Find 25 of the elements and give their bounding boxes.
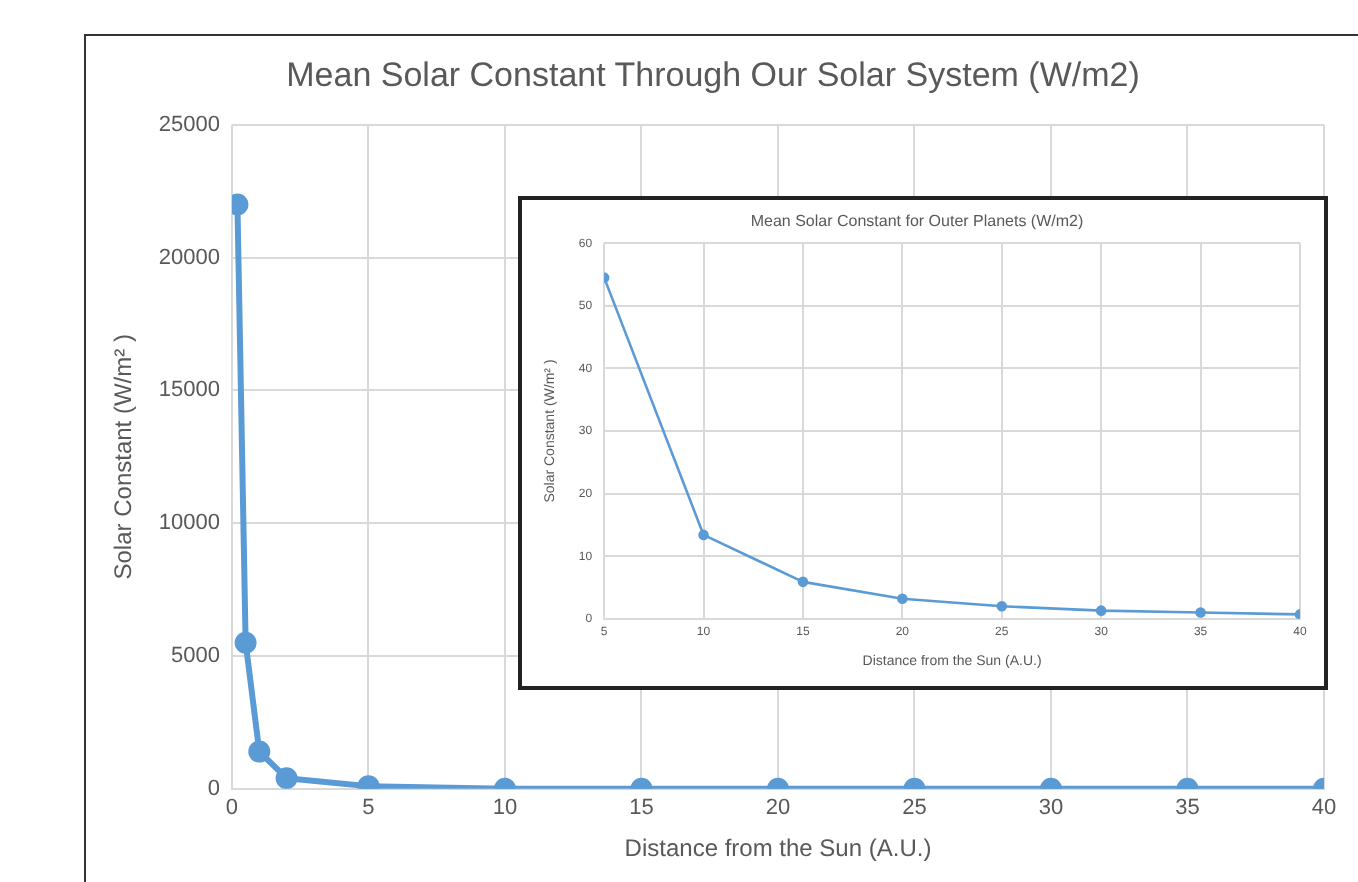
chart-title: Mean Solar Constant for Outer Planets (W/m2) — [750, 212, 1084, 231]
point — [996, 600, 1008, 612]
y-axis-title: Solar Constant (W/m² ) — [109, 334, 138, 580]
point — [797, 576, 809, 588]
x-tick-label: 25 — [902, 796, 927, 821]
point — [698, 529, 709, 541]
y-tick-label: 10000 — [158, 511, 220, 536]
x-tick-label: 30 — [1038, 796, 1064, 821]
x-tick-label: 20 — [765, 796, 791, 821]
y-tick-label: 0 — [207, 776, 220, 801]
chart-title: Mean Solar Constant Through Our Solar System (W/m2) — [286, 55, 1140, 94]
point — [897, 593, 908, 605]
y-tick-label: 15000 — [158, 378, 220, 403]
x-tick-label: 5 — [362, 796, 375, 821]
y-tick-label: 5000 — [171, 644, 220, 669]
x-tick-label: 35 — [1175, 796, 1200, 821]
point — [1195, 607, 1206, 618]
point — [1095, 605, 1107, 616]
x-tick-label: 40 — [1311, 796, 1337, 821]
x-tick-label: 10 — [492, 796, 518, 821]
x-tick-label: 15 — [629, 796, 654, 821]
x-tick-label: 0 — [225, 796, 239, 821]
x-axis-title: Distance from the Sun (A.U.) — [624, 834, 932, 863]
y-tick-label: 25000 — [158, 112, 220, 137]
y-tick-label: 20000 — [158, 245, 220, 270]
